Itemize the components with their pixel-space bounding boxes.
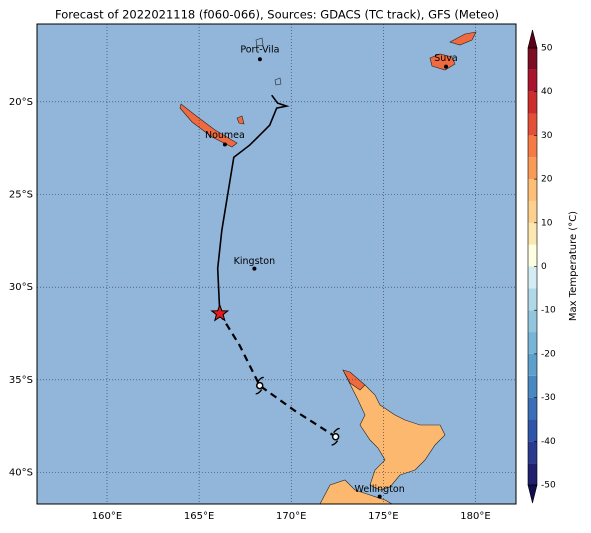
colorbar-band: [528, 310, 537, 333]
city-dot: [252, 266, 257, 271]
cyclone-symbol: [255, 376, 265, 395]
colorbar-band: [528, 463, 537, 485]
track-forecast: [218, 312, 337, 438]
y-tick-label: 40°S: [9, 467, 33, 478]
cyclone-symbol: [331, 427, 340, 446]
colorbar-band: [528, 419, 537, 442]
colorbar-tick-label: -10: [541, 306, 556, 316]
colorbar-band: [528, 113, 537, 136]
colorbar-band: [528, 266, 537, 289]
y-tick-label: 25°S: [9, 190, 33, 201]
colorbar-band: [528, 135, 537, 158]
colorbar-band: [528, 48, 537, 70]
city-label: Kingston: [234, 256, 275, 267]
colorbar-label: Max Temperature (°C): [568, 211, 579, 321]
colorbar-tick-label: 20: [541, 175, 553, 185]
y-tick-label: 35°S: [9, 375, 33, 386]
map-frame: [36, 23, 517, 505]
colorbar-band: [528, 157, 537, 180]
x-tick-label: 165°E: [184, 511, 214, 522]
city-dot: [257, 57, 262, 62]
x-tick-label: 175°E: [368, 511, 398, 522]
colorbar-band: [528, 222, 537, 245]
land: [179, 31, 477, 505]
cyclone-arm: [331, 427, 340, 446]
colorbar-tick-label: 50: [541, 44, 553, 54]
x-tick-label: 170°E: [276, 511, 306, 522]
colorbar-tick-label: -30: [541, 393, 556, 403]
city-label: Suva: [434, 53, 458, 64]
city-label: Port-Vila: [240, 45, 279, 56]
colorbar-extend-high: [527, 29, 538, 49]
colorbar-tick-label: -20: [541, 349, 556, 359]
colorbar-tick-label: 0: [541, 262, 547, 272]
colorbar-band: [528, 288, 537, 311]
title: Forecast of 2022021118 (f060-066), Sourc…: [55, 8, 499, 22]
y-tick-label: 30°S: [9, 282, 33, 293]
colorbar-tick-label: 30: [541, 131, 553, 141]
city-dot: [443, 64, 448, 69]
colorbar-band: [528, 244, 537, 267]
colorbar-band: [528, 332, 537, 354]
colorbar-band: [528, 179, 537, 201]
city-label: Wellington: [355, 484, 405, 495]
city-dot: [377, 494, 382, 499]
city-dot: [222, 142, 227, 147]
cyclone-eye: [255, 381, 264, 390]
x-tick-label: 180°E: [460, 511, 490, 522]
colorbar-band: [528, 200, 537, 223]
city-label: Noumea: [205, 130, 245, 141]
y-tick-label: 20°S: [9, 97, 33, 108]
colorbar-band: [528, 353, 537, 376]
colorbar-extend-low: [527, 484, 538, 504]
track-observed: [216, 94, 290, 314]
colorbar-band: [528, 375, 537, 398]
colorbar-band: [528, 397, 537, 420]
current-position: [210, 303, 230, 322]
colorbar-tick-label: 40: [541, 87, 553, 97]
colorbar-band: [528, 69, 537, 92]
colorbar-tick-label: -40: [541, 437, 556, 447]
x-tick-label: 160°E: [92, 511, 122, 522]
colorbar-tick-label: -50: [541, 481, 556, 491]
cyclone-arm: [255, 376, 265, 395]
cyclone-eye: [331, 432, 340, 441]
colorbar-band: [528, 441, 537, 464]
ocean: [37, 24, 516, 504]
colorbar-band: [528, 91, 537, 114]
colorbar-tick-label: 10: [541, 218, 553, 228]
